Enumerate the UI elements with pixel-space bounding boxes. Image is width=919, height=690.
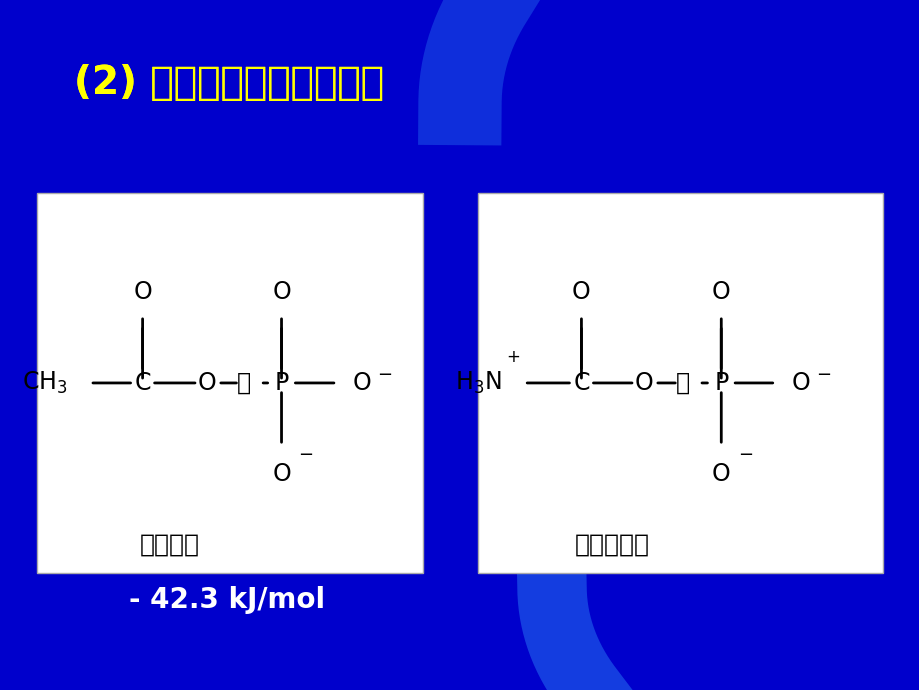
Text: O: O	[352, 371, 370, 395]
Text: O: O	[272, 279, 290, 304]
Text: ～: ～	[675, 371, 689, 395]
Text: ～: ～	[236, 371, 251, 395]
Text: P: P	[274, 371, 289, 395]
FancyBboxPatch shape	[37, 193, 423, 573]
Text: (2) 酰基磷酸化合物（例）: (2) 酰基磷酸化合物（例）	[74, 63, 383, 102]
Text: −: −	[737, 446, 752, 464]
Text: - 42.3 kJ/mol: - 42.3 kJ/mol	[129, 586, 324, 614]
Text: (2) 酰基磷酸化合物（例）: (2) 酰基磷酸化合物（例）	[74, 63, 383, 102]
Text: C: C	[134, 371, 151, 395]
Text: O: O	[572, 279, 590, 304]
Text: 氨甲酰磷酸: 氨甲酰磷酸	[573, 533, 649, 557]
Text: O: O	[790, 371, 809, 395]
Text: P: P	[713, 371, 728, 395]
Text: O: O	[133, 279, 152, 304]
Text: C: C	[573, 371, 589, 395]
Text: O: O	[198, 371, 216, 395]
Text: O: O	[711, 279, 730, 304]
Text: −: −	[298, 446, 312, 464]
Text: O: O	[711, 462, 730, 486]
Text: −: −	[377, 366, 391, 384]
Text: O: O	[272, 462, 290, 486]
Text: 乙酰磷酸: 乙酰磷酸	[140, 533, 200, 557]
Text: +: +	[505, 348, 519, 366]
FancyBboxPatch shape	[478, 193, 882, 573]
Text: −: −	[815, 366, 830, 384]
Text: O: O	[634, 371, 652, 395]
Text: H$_3$N: H$_3$N	[454, 370, 501, 396]
Text: CH$_3$: CH$_3$	[21, 370, 67, 396]
